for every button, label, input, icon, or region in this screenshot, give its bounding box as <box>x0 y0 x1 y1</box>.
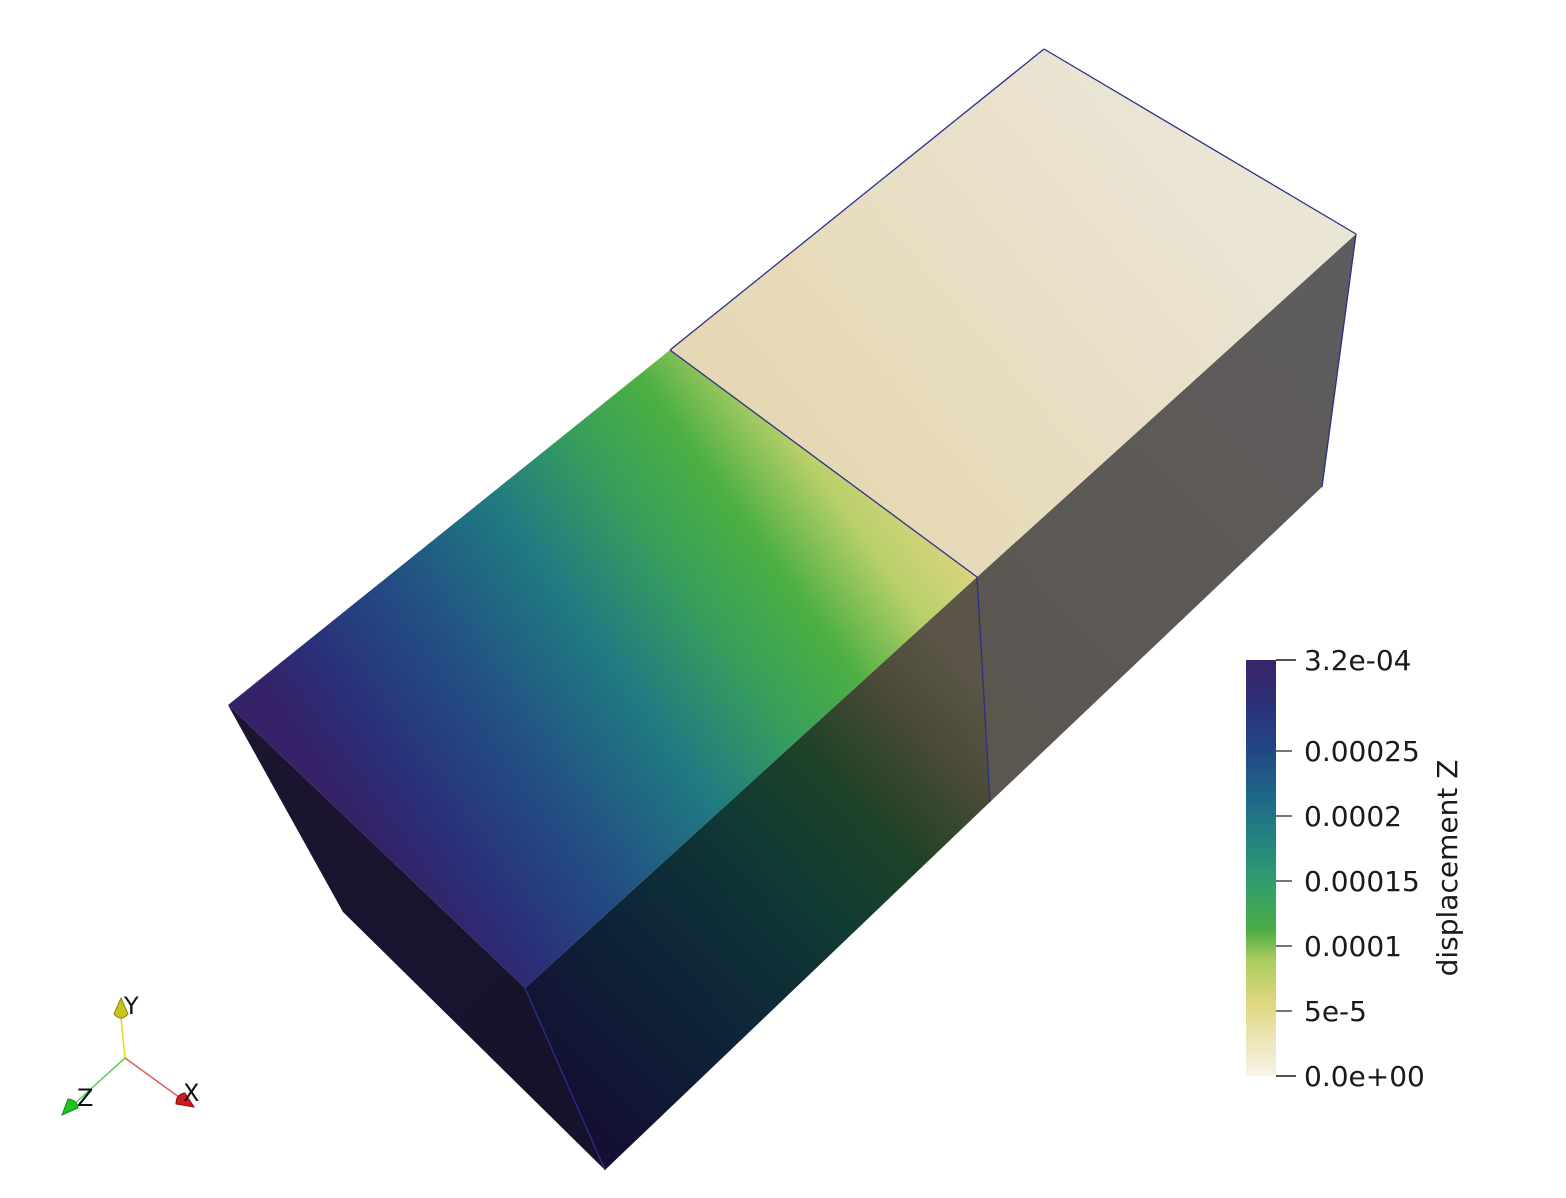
bar-side-face-left <box>525 577 990 1170</box>
x-axis-line <box>124 1057 184 1101</box>
bar-top-face-right <box>670 49 1356 577</box>
x-axis-label: X <box>183 1079 199 1107</box>
bar-top-face-left <box>228 350 977 988</box>
colorbar-title: displacement Z <box>1431 760 1464 977</box>
y-axis-line <box>120 1017 126 1059</box>
z-axis-line <box>71 1057 126 1107</box>
colorbar-gradient <box>1246 660 1276 1076</box>
mesh-edges <box>524 48 1357 1171</box>
color-legend: 0.00025 0.0002 0.00015 0.0001 5e-5 3.2e-04 0… <box>1246 644 1464 1093</box>
y-axis-label: Y <box>123 992 139 1020</box>
colorbar-ticks: 0.00025 0.0002 0.00015 0.0001 5e-5 <box>1276 659 1420 1077</box>
colorbar-tick-label: 0.00015 <box>1304 865 1420 898</box>
mesh-bar <box>228 48 1357 1171</box>
y-axis-cone-icon <box>113 996 129 1019</box>
colorbar-min-label: 0.0e+00 <box>1304 1060 1425 1093</box>
x-axis-cone-icon <box>175 1092 196 1108</box>
bar-end-face <box>228 705 605 1170</box>
bar-side-face-right <box>977 234 1356 802</box>
colorbar-max-label: 3.2e-04 <box>1304 644 1412 677</box>
orientation-axes[interactable]: Y X Z <box>61 992 199 1116</box>
z-axis-cone-icon <box>61 1098 79 1116</box>
colorbar-tick-label: 0.0001 <box>1304 930 1402 963</box>
colorbar-tick-label: 5e-5 <box>1304 995 1367 1028</box>
colorbar-tick-label: 0.0002 <box>1304 800 1402 833</box>
z-axis-label: Z <box>77 1084 93 1112</box>
colorbar-tick-label: 0.00025 <box>1304 735 1420 768</box>
